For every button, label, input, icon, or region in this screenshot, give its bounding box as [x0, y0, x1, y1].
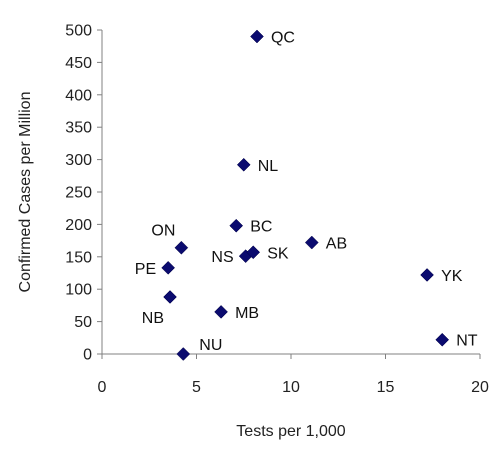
data-point-nl — [236, 157, 251, 172]
y-tick-label: 150 — [65, 249, 92, 266]
y-axis-title: Confirmed Cases per Million — [17, 92, 34, 293]
point-label-qc: QC — [271, 29, 295, 46]
x-tick-label: 0 — [98, 379, 107, 396]
point-label-nb: NB — [142, 310, 164, 327]
data-point-sk — [246, 245, 261, 260]
point-label-yk: YK — [441, 268, 463, 285]
data-point-nu — [176, 347, 191, 361]
point-label-bc: BC — [250, 219, 272, 236]
y-axis: 0 50 100 150 200 250 300 350 400 450 500 — [65, 23, 103, 364]
point-label-pe: PE — [135, 261, 156, 278]
point-label-nu: NU — [199, 337, 222, 354]
x-tick-label: 15 — [377, 379, 395, 396]
data-point-nt — [435, 332, 450, 347]
data-point-qc — [250, 29, 264, 44]
data-point-ab — [304, 235, 319, 250]
y-tick-label: 500 — [65, 23, 92, 40]
point-label-sk: SK — [267, 245, 289, 262]
point-label-nt: NT — [456, 333, 478, 350]
y-tick-label: 50 — [74, 314, 92, 331]
point-label-mb: MB — [235, 305, 259, 322]
y-tick-label: 100 — [65, 282, 92, 299]
point-label-ns: NS — [211, 249, 233, 266]
x-axis: 0 5 10 15 20 — [98, 353, 489, 396]
y-tick-label: 0 — [83, 347, 92, 364]
data-point-mb — [214, 305, 228, 319]
y-tick-label: 400 — [65, 87, 92, 104]
data-point-on — [174, 240, 189, 255]
x-tick-label: 10 — [282, 379, 300, 396]
point-label-on: ON — [151, 223, 175, 240]
data-point-pe — [161, 260, 176, 275]
data-point-bc — [229, 218, 244, 233]
data-points: QC NL BC ON AB NS SK PE YK NB MB NT NU — [135, 29, 478, 361]
y-tick-label: 350 — [65, 120, 92, 137]
point-label-nl: NL — [258, 158, 279, 175]
y-tick-label: 450 — [65, 55, 92, 72]
y-tick-label: 200 — [65, 217, 92, 234]
x-tick-label: 20 — [471, 379, 489, 396]
y-tick-label: 300 — [65, 152, 92, 169]
x-axis-title: Tests per 1,000 — [236, 423, 346, 440]
point-label-ab: AB — [326, 236, 347, 253]
y-tick-label: 250 — [65, 185, 92, 202]
data-point-yk — [420, 268, 434, 282]
data-point-nb — [163, 290, 177, 304]
x-tick-label: 5 — [192, 379, 201, 396]
